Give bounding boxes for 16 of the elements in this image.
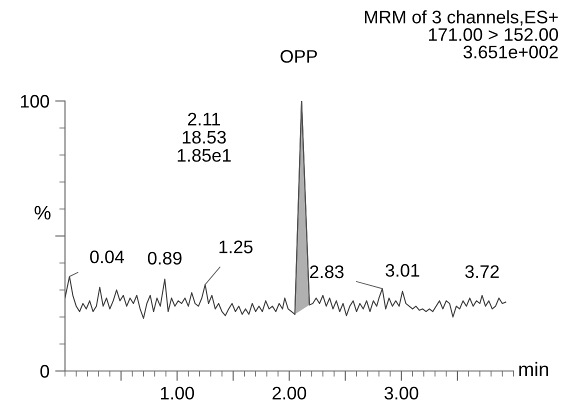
y-tick-label: 100: [20, 94, 50, 108]
x-tick-label: 1.00: [160, 386, 194, 400]
annotation: 3.01: [386, 264, 420, 277]
annotation: OPP: [280, 50, 317, 63]
x-tick-label: 2.00: [272, 386, 306, 400]
x-tick-label: 3.00: [384, 386, 418, 400]
x-axis-title: min: [519, 362, 548, 376]
y-axis-title: %: [34, 206, 51, 220]
annotation: 1.25: [220, 240, 253, 254]
annotation: 2.11 18.53 1.85e1: [178, 112, 231, 162]
y-tick-label: 0: [40, 364, 50, 378]
annotation: 0.04: [90, 250, 124, 264]
annotation: 2.83: [310, 265, 344, 278]
annotation: 3.72: [465, 265, 499, 278]
annotation: 0.89: [148, 252, 182, 265]
chart-title: MRM of 3 channels,ES+ 171.00 > 152.00 3.651e+002: [364, 10, 558, 58]
